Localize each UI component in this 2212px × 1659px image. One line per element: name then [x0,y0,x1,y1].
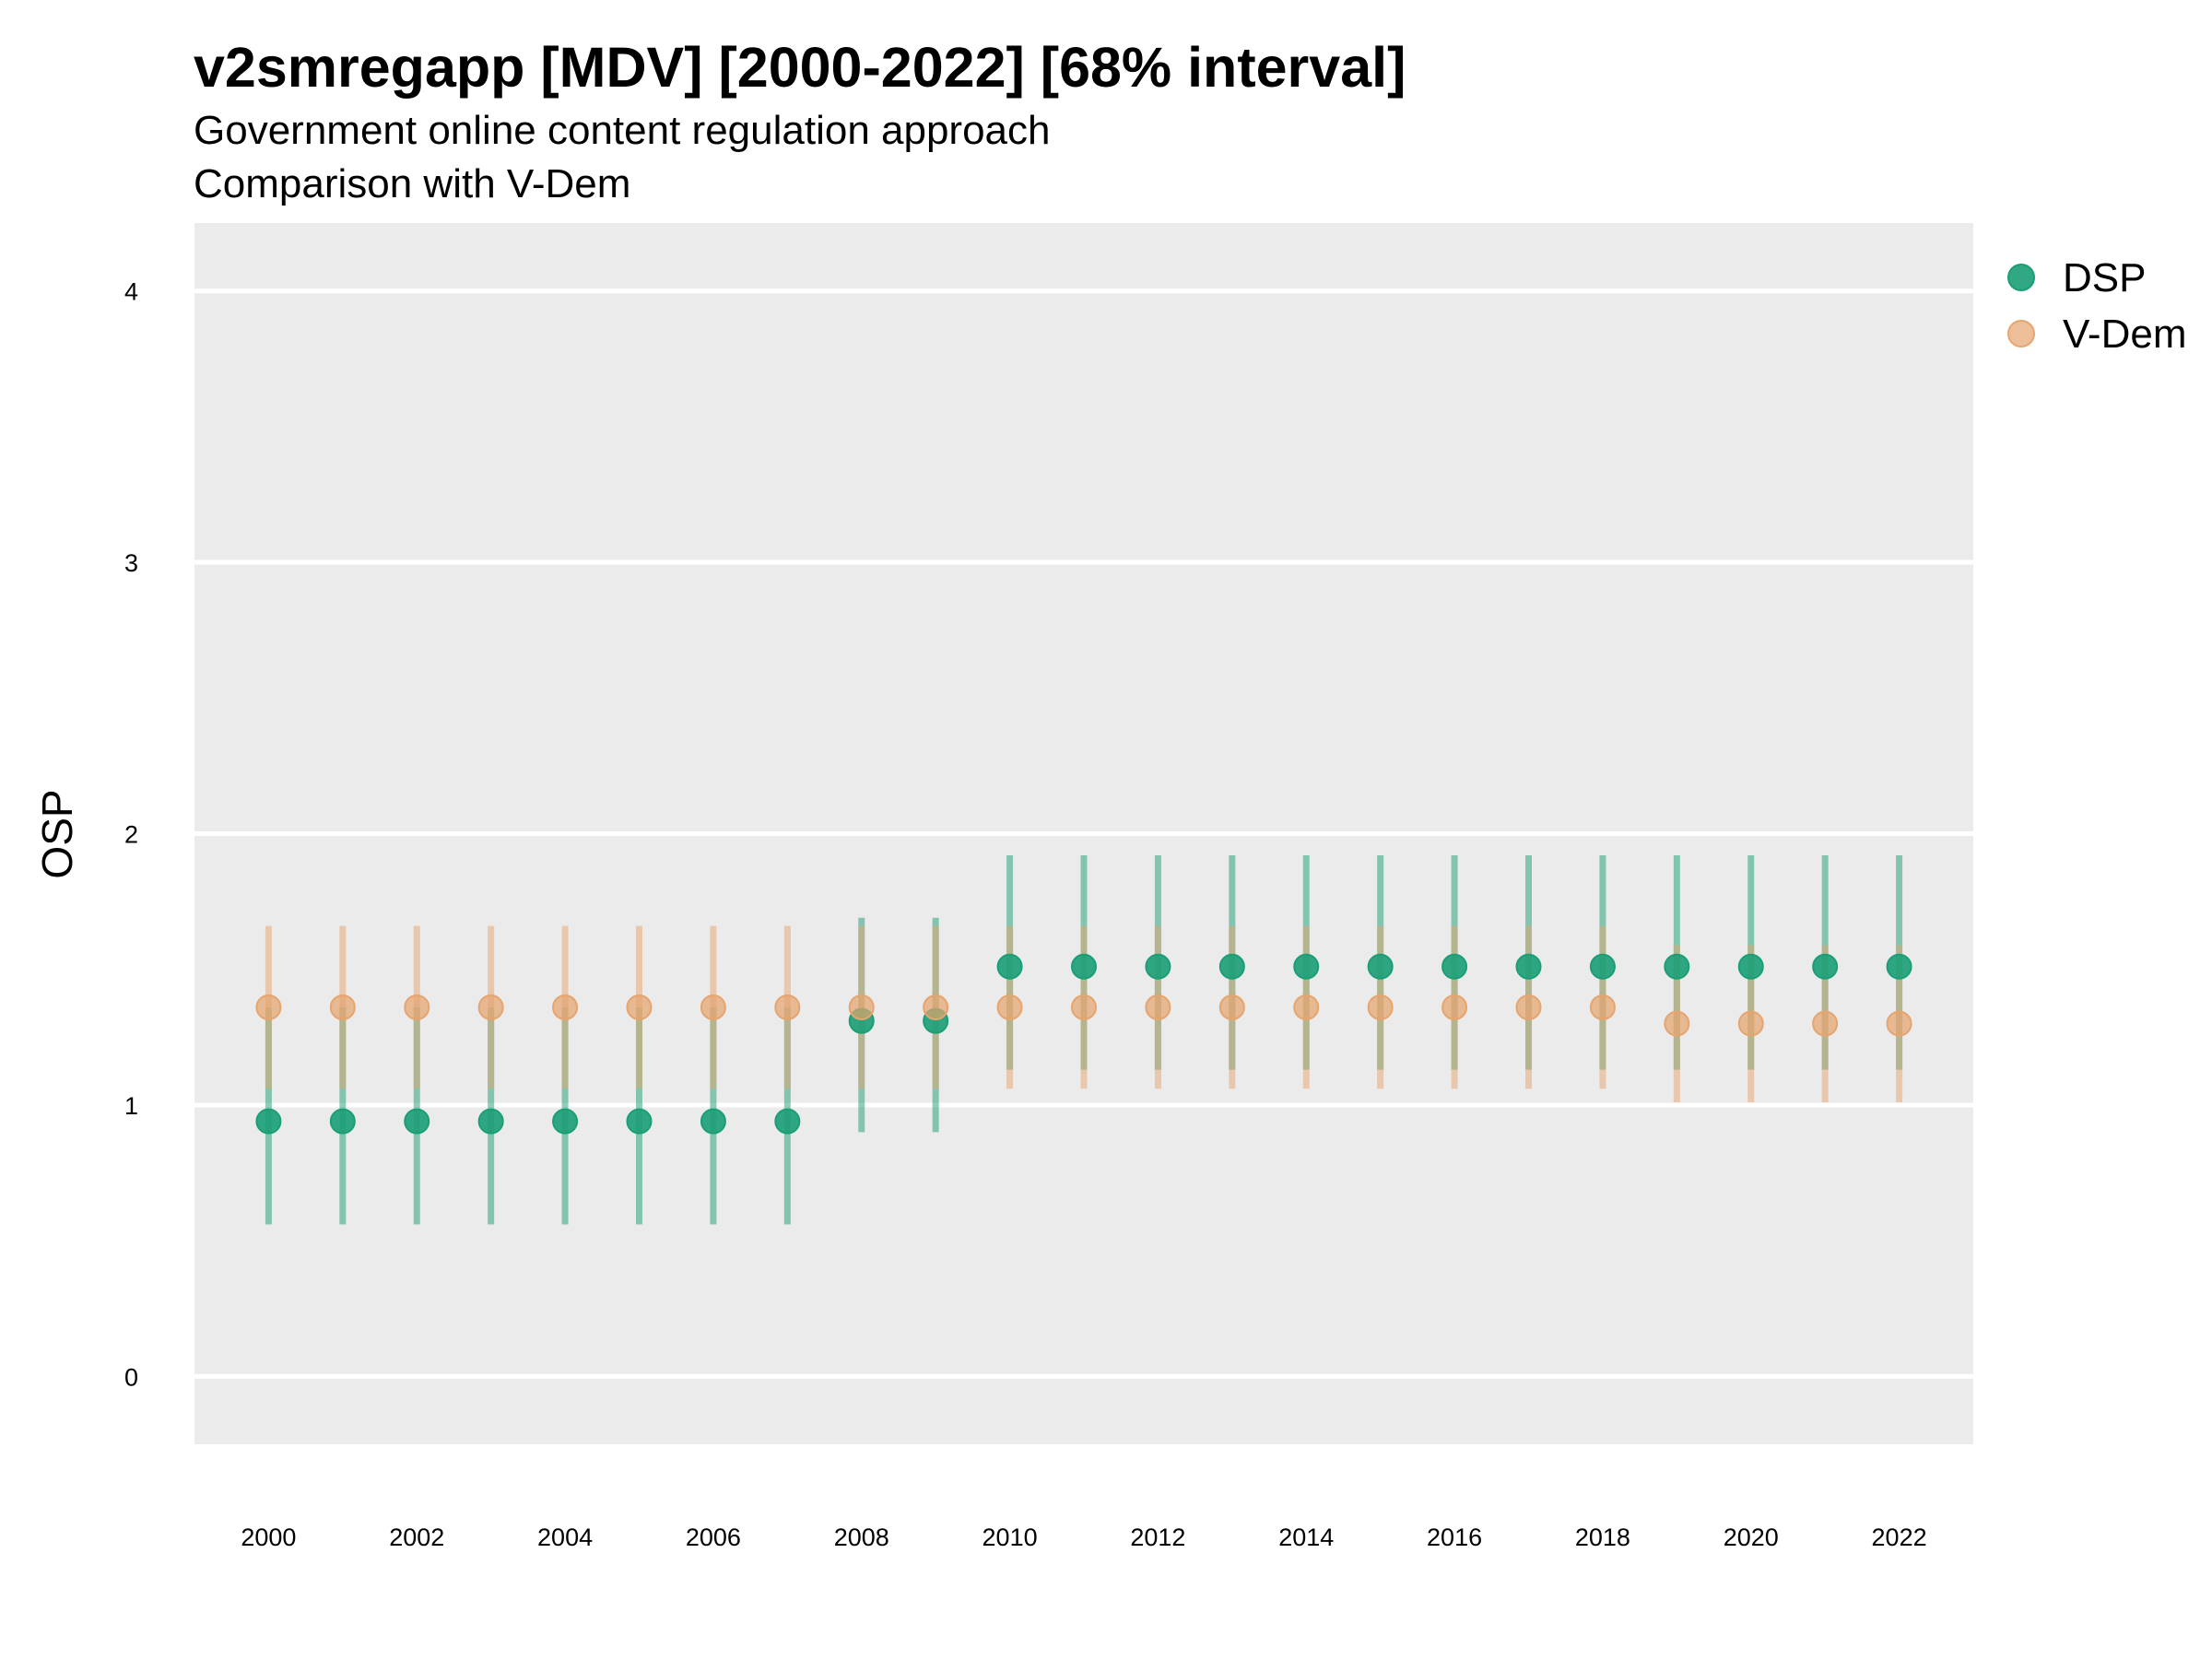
x-tick-label: 2018 [1575,1524,1630,1551]
point-dsp [1589,953,1616,980]
x-tick-label: 2006 [686,1524,741,1551]
point-v-dem [329,994,356,1020]
point-v-dem [996,994,1023,1020]
x-tick-label: 2010 [982,1524,1038,1551]
point-dsp [1218,953,1245,980]
x-tick-label: 2014 [1278,1524,1334,1551]
point-dsp [996,953,1023,980]
point-v-dem [1812,1010,1839,1037]
x-tick-label: 2012 [1130,1524,1185,1551]
point-v-dem [848,994,875,1020]
point-v-dem [1664,1010,1690,1037]
y-tick-label: 4 [124,278,138,306]
point-v-dem [774,994,801,1020]
point-v-dem [923,994,949,1020]
point-v-dem [700,994,726,1020]
y-tick-label: 2 [124,821,138,849]
points-v-dem [255,994,1912,1037]
y-tick-label: 3 [124,549,138,577]
chart-subtitle: Government online content regulation app… [194,108,1051,153]
point-v-dem [1441,994,1468,1020]
point-dsp [1145,953,1171,980]
point-v-dem [477,994,504,1020]
point-dsp [552,1108,579,1135]
point-dsp [774,1108,801,1135]
legend-key-v-dem [2007,320,2035,347]
point-dsp [1071,953,1097,980]
point-dsp [1737,953,1764,980]
point-dsp [404,1108,430,1135]
point-v-dem [626,994,653,1020]
point-v-dem [255,994,282,1020]
point-dsp [329,1108,356,1135]
data-marks [255,855,1912,1225]
point-v-dem [1886,1010,1912,1037]
x-tick-label: 2016 [1427,1524,1482,1551]
point-dsp [255,1108,282,1135]
point-v-dem [1589,994,1616,1020]
point-v-dem [552,994,579,1020]
point-dsp [1367,953,1394,980]
legend: DSP V-Dem [2007,255,2186,357]
legend-label-dsp: DSP [2063,255,2146,300]
y-tick-label: 0 [124,1363,138,1391]
point-dsp [1293,953,1320,980]
y-axis-label: OSP [33,789,81,878]
y-tick-label: 1 [124,1092,138,1120]
point-dsp [1515,953,1542,980]
x-tick-label: 2004 [537,1524,593,1551]
x-tick-label: 2002 [389,1524,444,1551]
legend-label-v-dem: V-Dem [2063,312,2186,357]
point-dsp [1812,953,1839,980]
point-v-dem [1218,994,1245,1020]
point-v-dem [1367,994,1394,1020]
x-tick-labels: 2000 2002 2004 2006 2008 2010 2012 2014 2016 2018… [241,1524,1926,1551]
point-dsp [626,1108,653,1135]
chart-title: v2smregapp [MDV] [2000-2022] [68% interv… [194,36,1406,99]
point-v-dem [1145,994,1171,1020]
point-v-dem [1737,1010,1764,1037]
point-v-dem [1293,994,1320,1020]
point-v-dem [404,994,430,1020]
point-v-dem [1515,994,1542,1020]
legend-key-dsp [2007,264,2035,291]
point-v-dem [1071,994,1097,1020]
x-tick-label: 2022 [1872,1524,1927,1551]
x-tick-label: 2020 [1724,1524,1779,1551]
point-dsp [477,1108,504,1135]
point-dsp [1664,953,1690,980]
y-tick-labels: 0 1 2 3 4 [124,278,138,1392]
point-dsp [1886,953,1912,980]
point-dsp [1441,953,1468,980]
x-tick-label: 2000 [241,1524,296,1551]
point-dsp [700,1108,726,1135]
chart-subtitle-2: Comparison with V-Dem [194,161,630,206]
x-tick-label: 2008 [834,1524,889,1551]
